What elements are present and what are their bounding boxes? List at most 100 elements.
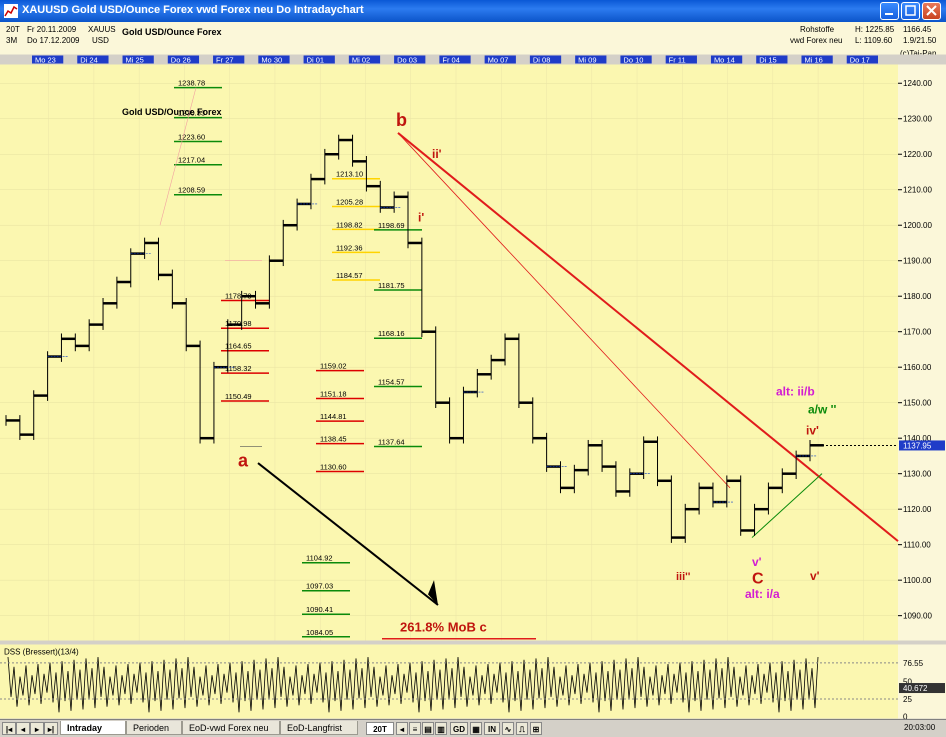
- y-tick-label: 1160.00: [903, 363, 932, 372]
- fib-levels-lower-label: 1151.18: [320, 390, 347, 399]
- value2-label: 1.9/21.50: [903, 36, 937, 45]
- aw-label: a/w '': [808, 402, 837, 416]
- y-tick-label: 1240.00: [903, 79, 932, 88]
- date-label: Fr 11: [669, 56, 686, 65]
- dss-axis-panel: [898, 644, 946, 719]
- fib-levels-right-label: 1184.57: [336, 271, 363, 280]
- mob-label: 261.8% MoB c: [400, 620, 487, 635]
- y-tick-label: 1180.00: [903, 292, 932, 301]
- date-label: Fr 27: [216, 56, 234, 65]
- tab-eod-vwd[interactable]: EoD-vwd Forex neu: [182, 721, 280, 735]
- maximize-button[interactable]: [901, 2, 920, 20]
- date-label: Mi 25: [126, 56, 144, 65]
- fib-levels-bottom-label: 1097.03: [306, 582, 333, 591]
- fib-levels-lower-label: 1144.81: [320, 412, 347, 421]
- y-tick-label: 1120.00: [903, 505, 932, 514]
- date-label: Mi 02: [352, 56, 370, 65]
- date-label: Mo 07: [488, 56, 509, 65]
- fib-levels-mid-label: 1158.32: [225, 364, 252, 373]
- last-price-label: 1137.95: [903, 441, 932, 450]
- value1-label: 1166.45: [903, 25, 932, 34]
- date-label: Di 01: [307, 56, 325, 65]
- y-tick-label: 1200.00: [903, 221, 932, 230]
- date-badge: [258, 55, 290, 64]
- minimize-icon: [885, 13, 893, 15]
- last-button[interactable]: ▸|: [44, 722, 58, 735]
- tool-button-5[interactable]: ▦: [470, 722, 482, 735]
- tool-button-2[interactable]: ≡: [409, 722, 421, 735]
- tab-eod-langfrist[interactable]: EoD-Langfrist: [280, 721, 358, 735]
- tab-perioden[interactable]: Perioden: [126, 721, 182, 735]
- minimize-button[interactable]: [880, 2, 899, 20]
- alt-ia-label: alt: i/a: [745, 587, 780, 601]
- date-badge: [665, 55, 697, 64]
- date-label: Do 03: [397, 56, 417, 65]
- wave-c-label: C: [752, 571, 764, 588]
- date-label: Mi 09: [578, 56, 596, 65]
- chart-app-icon: [4, 4, 18, 18]
- wave-v-label: v': [752, 555, 762, 569]
- y-tick-label: 1130.00: [903, 470, 932, 479]
- date-label: Do 17: [850, 56, 870, 65]
- wave-a-label: a: [238, 451, 249, 471]
- price-chart[interactable]: Mo 23 Di 24 Mi 25 Do 26 Fr 27 Mo 30 Di 01 Mi 02…: [0, 46, 946, 736]
- fib-levels-bottom-label: 1090.41: [306, 605, 333, 614]
- y-tick-label: 1230.00: [903, 115, 932, 124]
- date-label: Mi 16: [804, 56, 822, 65]
- tool-button-4[interactable]: ▥: [435, 722, 447, 735]
- tool-button-8[interactable]: ⊞: [530, 722, 542, 735]
- y-tick-label: 1220.00: [903, 150, 932, 159]
- tool-button-6[interactable]: ∿: [502, 722, 514, 735]
- chart-title: Gold USD/Ounce Forex: [122, 107, 222, 117]
- date-badge: [348, 55, 381, 64]
- date-badge: [167, 55, 200, 64]
- projection-line: [159, 87, 197, 226]
- y-tick-label: 1110.00: [903, 541, 931, 550]
- range-label: 3M: [6, 36, 18, 45]
- date-label: Mo 23: [35, 56, 56, 65]
- trendline-inner: [397, 132, 731, 489]
- fib-levels-left-label: 1238.78: [178, 79, 205, 88]
- next-button[interactable]: ▸: [30, 722, 44, 735]
- y-tick-label: 1090.00: [903, 612, 932, 621]
- fib-levels-bottom-label: 1104.92: [306, 554, 333, 563]
- date-label: Di 24: [80, 56, 98, 65]
- date-label: Do 26: [171, 56, 191, 65]
- low-label: L: 1109.60: [855, 36, 893, 45]
- y-tick-label: 1190.00: [903, 257, 932, 266]
- fib-levels-b-label: 1198.69: [378, 221, 405, 230]
- tool-button-1[interactable]: ◂: [396, 722, 408, 735]
- instrument-name: Gold USD/Ounce Forex: [122, 27, 222, 37]
- y-tick-label: 1210.00: [903, 186, 932, 195]
- close-icon: [926, 5, 937, 16]
- fib-levels-left-label: 1223.60: [178, 132, 205, 141]
- date-badge: [122, 55, 154, 64]
- date-badge: [756, 55, 788, 64]
- tool-button-3[interactable]: ▤: [422, 722, 434, 735]
- period-select[interactable]: 20T: [366, 722, 394, 735]
- trendline-green: [751, 473, 823, 538]
- y-tick-label: 1140.00: [903, 434, 932, 443]
- in-button[interactable]: IN: [484, 722, 500, 735]
- tab-intraday[interactable]: Intraday: [60, 721, 126, 735]
- trendline-main: [397, 132, 899, 542]
- start-date: Fr 20.11.2009: [27, 25, 77, 34]
- dss-tick-label: 25: [903, 695, 912, 704]
- y-tick-label: 1150.00: [903, 399, 932, 408]
- end-date: Do 17.12.2009: [27, 36, 80, 45]
- date-badge: [575, 55, 607, 64]
- date-badge: [32, 55, 64, 64]
- y-tick-label: 1170.00: [903, 328, 932, 337]
- window-titlebar: XAUUSD Gold USD/Ounce Forex vwd Forex ne…: [0, 0, 946, 22]
- close-button[interactable]: [922, 2, 941, 20]
- first-button[interactable]: |◂: [2, 722, 16, 735]
- gd-button[interactable]: GD: [450, 722, 468, 735]
- wave-v2-label: v': [810, 569, 820, 583]
- projection-arrow: [257, 462, 439, 606]
- dss-title: DSS (Bressert)(13/4): [4, 648, 79, 657]
- prev-button[interactable]: ◂: [16, 722, 30, 735]
- fib-levels-bottom-label: 1084.05: [306, 628, 333, 637]
- bottom-tab-bar: |◂ ◂ ▸ ▸| Intraday Perioden EoD-vwd Fore…: [0, 719, 946, 737]
- tool-button-7[interactable]: ⎍: [516, 722, 528, 735]
- fib-levels-lower-label: 1138.45: [320, 435, 347, 444]
